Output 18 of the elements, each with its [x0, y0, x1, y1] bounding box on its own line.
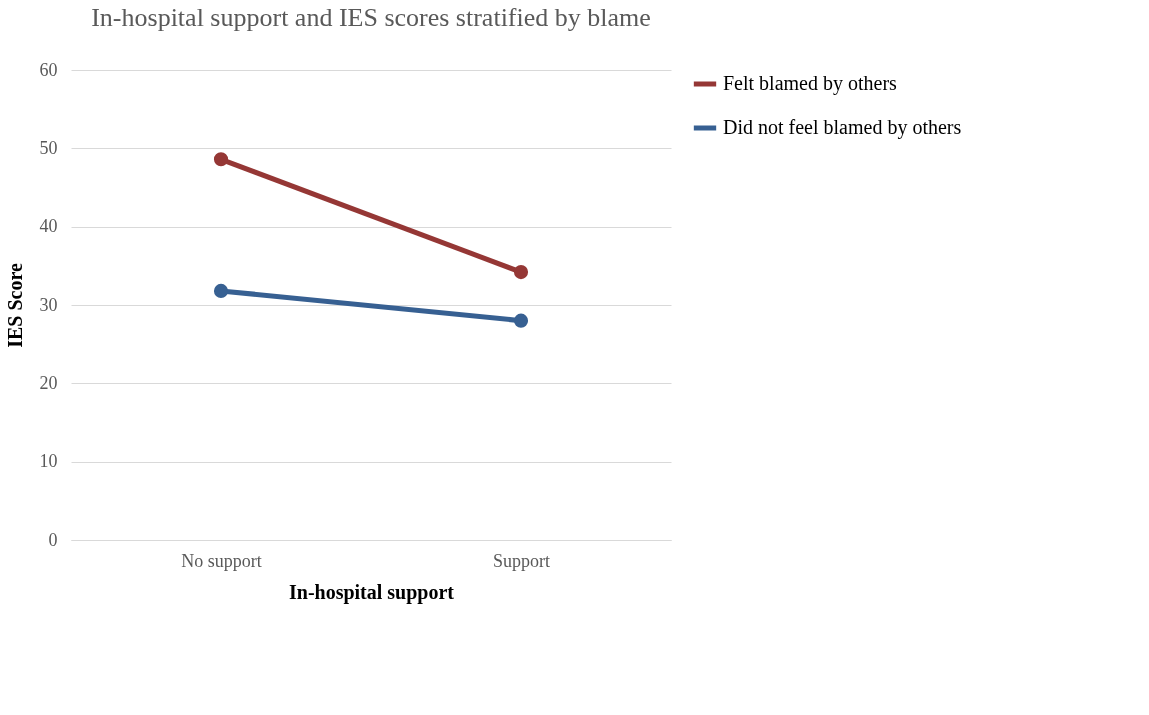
point — [213, 152, 229, 167]
y-tick-label: 0 — [48, 529, 58, 550]
y-tick-label: 20 — [39, 372, 58, 393]
y-tick-label: 10 — [39, 451, 58, 472]
chart-title: In-hospital support and IES scores stratified by blame — [91, 3, 651, 32]
x-axis-title: In-hospital support — [288, 580, 455, 604]
point — [513, 313, 529, 328]
legend-label: Felt blamed by others — [723, 72, 898, 95]
y-tick-label: 60 — [39, 59, 58, 80]
y-tick-label: 50 — [39, 137, 58, 158]
point — [213, 283, 229, 298]
point — [513, 265, 529, 280]
legend-label: Did not feel blamed by others — [723, 116, 962, 139]
y-tick-label: 30 — [39, 294, 58, 315]
x-tick-label: No support — [181, 550, 262, 571]
y-tick-label: 40 — [39, 216, 58, 237]
y-axis-title: IES Score — [3, 263, 26, 348]
x-tick-label: Support — [492, 550, 551, 571]
